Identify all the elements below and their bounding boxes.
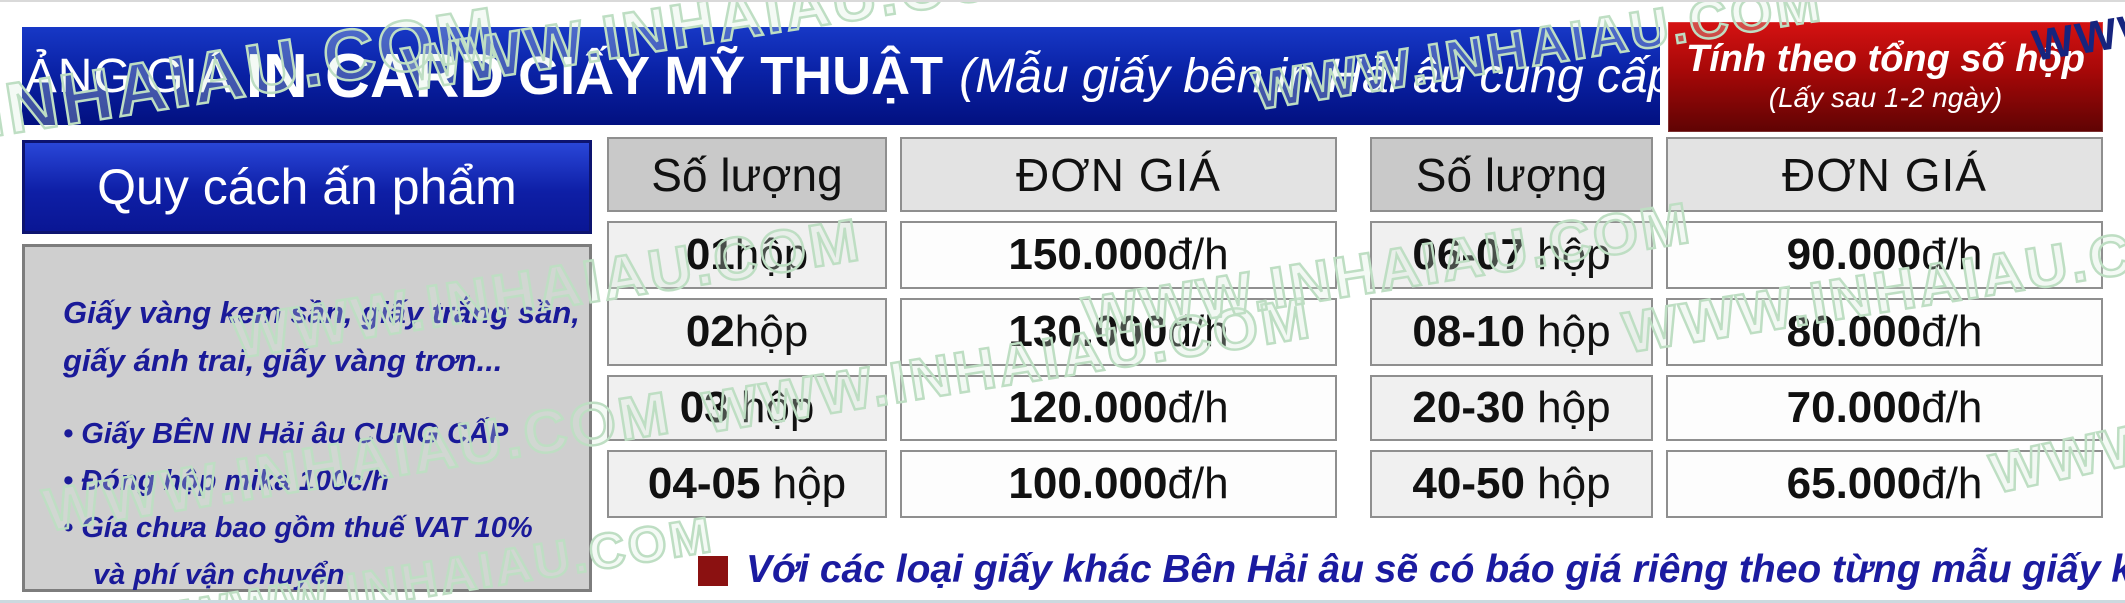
- table-row-qty: 08-10 hộp: [1370, 298, 1653, 366]
- footnote: Với các loại giấy khác Bên Hải âu sẽ có …: [698, 548, 2125, 592]
- table-row-price: 130.000 đ/h: [900, 298, 1337, 366]
- price-unit: đ/h: [1167, 307, 1229, 356]
- table-row-price: 65.000 đ/h: [1666, 450, 2103, 518]
- table-row-qty: 03 hộp: [607, 375, 887, 441]
- total-boxes-badge: Tính theo tổng số hộp (Lấy sau 1-2 ngày): [1668, 22, 2103, 132]
- table-row-price: 90.000 đ/h: [1666, 221, 2103, 289]
- table-row-price: 80.000 đ/h: [1666, 298, 2103, 366]
- price-header: ĐƠN GIÁ: [900, 137, 1337, 212]
- spec-intro-line2: giấy ánh trai, giấy vàng trơn...: [63, 343, 503, 379]
- qty-unit: hộp: [1524, 230, 1611, 279]
- qty-value: 40-50: [1412, 459, 1525, 508]
- title-note: (Mẫu giấy bên in Hải âu cung cấp): [959, 49, 1691, 103]
- table-row-qty: 01 hộp: [607, 221, 887, 289]
- badge-line2: (Lấy sau 1-2 ngày): [1768, 82, 2003, 114]
- qty-value: 06-07: [1412, 230, 1525, 279]
- title-main: IN CARD: [245, 41, 505, 111]
- table-row-qty: 20-30 hộp: [1370, 375, 1653, 441]
- qty-value: 02: [685, 307, 735, 356]
- qty-unit: hộp: [734, 230, 809, 279]
- price-value: 150.000: [1008, 230, 1168, 279]
- qty-unit: hộp: [728, 383, 815, 432]
- table-row-qty: 40-50 hộp: [1370, 450, 1653, 518]
- spec-intro: Giấy vàng kem sần, giấy trắng sần, giấy …: [63, 289, 580, 385]
- qty-value: 20-30: [1412, 383, 1525, 432]
- table-row-price: 70.000 đ/h: [1666, 375, 2103, 441]
- qty-unit: hộp: [1524, 307, 1611, 356]
- title-prefix: BẢNG GIÁ: [0, 49, 232, 103]
- table-row-qty: 02 hộp: [607, 298, 887, 366]
- price-value: 120.000: [1008, 383, 1168, 432]
- qty-unit: hộp: [734, 307, 809, 356]
- footnote-text: Với các loại giấy khác Bên Hải âu sẽ có …: [746, 548, 2125, 591]
- qty-value: 04-05: [647, 459, 761, 508]
- qty-header: Số lượng: [607, 137, 887, 212]
- price-table-left: Số lượng ĐƠN GIÁ 01 hộp 150.000 đ/h 02 hộp …: [607, 137, 1337, 518]
- qty-unit: hộp: [1524, 383, 1611, 432]
- price-unit: đ/h: [1167, 383, 1229, 432]
- qty-value: 08-10: [1412, 307, 1525, 356]
- price-value: 80.000: [1786, 307, 1922, 356]
- badge-line1: Tính theo tổng số hộp: [1686, 38, 2085, 81]
- spec-intro-line1: Giấy vàng kem sần, giấy trắng sần,: [63, 295, 580, 330]
- table-row-price: 100.000 đ/h: [900, 450, 1337, 518]
- price-value: 70.000: [1786, 383, 1922, 432]
- qty-unit: hộp: [1524, 459, 1611, 508]
- table-row-price: 120.000 đ/h: [900, 375, 1337, 441]
- price-unit: đ/h: [1167, 459, 1229, 508]
- price-value: 130.000: [1008, 307, 1168, 356]
- spec-panel: Giấy vàng kem sần, giấy trắng sần, giấy …: [22, 244, 592, 592]
- qty-value: 03: [679, 383, 729, 432]
- spec-panel-title: Quy cách ấn phẩm: [22, 140, 592, 234]
- price-unit: đ/h: [1921, 307, 1983, 356]
- qty-value: 01: [685, 230, 735, 279]
- table-row-qty: 06-07 hộp: [1370, 221, 1653, 289]
- title-suffix: GIẤY MỸ THUẬT: [518, 46, 944, 106]
- price-value: 90.000: [1786, 230, 1922, 279]
- table-row-price: 150.000 đ/h: [900, 221, 1337, 289]
- qty-header: Số lượng: [1370, 137, 1653, 212]
- qty-unit: hộp: [760, 459, 847, 508]
- spec-bullet: Giấy BÊN IN Hải âu CUNG CẤP: [63, 411, 533, 458]
- price-unit: đ/h: [1921, 230, 1983, 279]
- spec-bullet: Đóng hộp mika 100c/h: [63, 458, 533, 505]
- square-bullet-icon: [698, 556, 728, 586]
- price-value: 100.000: [1008, 459, 1168, 508]
- table-row-qty: 04-05 hộp: [607, 450, 887, 518]
- price-header: ĐƠN GIÁ: [1666, 137, 2103, 212]
- price-unit: đ/h: [1921, 459, 1983, 508]
- price-unit: đ/h: [1921, 383, 1983, 432]
- price-value: 65.000: [1786, 459, 1922, 508]
- spec-bullet: Gía chưa bao gồm thuế VAT 10% và phí vận…: [63, 505, 533, 599]
- spec-bullet-list: Giấy BÊN IN Hải âu CUNG CẤP Đóng hộp mik…: [63, 411, 571, 599]
- price-unit: đ/h: [1167, 230, 1229, 279]
- title-bar: BẢNG GIÁ IN CARD GIẤY MỸ THUẬT (Mẫu giấy…: [0, 27, 1690, 125]
- price-table-right: Số lượng ĐƠN GIÁ 06-07 hộp 90.000 đ/h 08-…: [1370, 137, 2103, 518]
